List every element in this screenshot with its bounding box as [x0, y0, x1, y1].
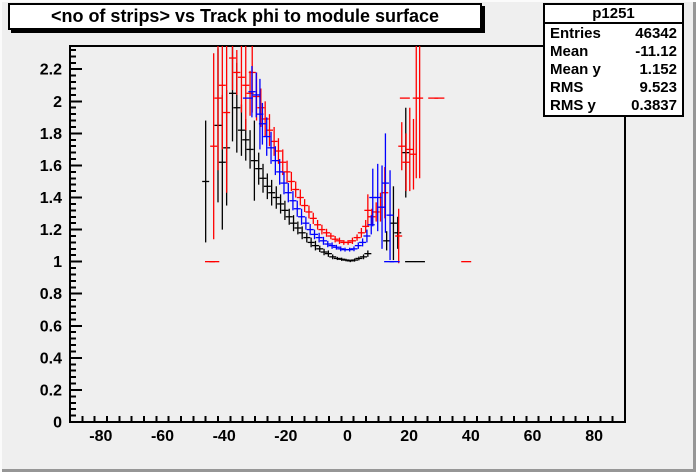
y-tick-label: 1.4: [40, 190, 62, 207]
y-tick-label: 0.6: [40, 318, 62, 335]
stat-value: 9.523: [639, 78, 677, 96]
stat-value: -11.12: [635, 43, 677, 61]
plot-frame: [69, 45, 626, 423]
stats-row-rms: RMS 9.523: [545, 79, 682, 96]
y-tick-label: 0: [53, 415, 62, 432]
stat-label: Mean y: [550, 60, 601, 78]
y-tick-label: 1: [53, 254, 62, 271]
x-tick-label: -20: [274, 428, 297, 445]
stats-title: p1251: [545, 5, 682, 24]
stats-row-mean: Mean -11.12: [545, 43, 682, 60]
x-tick-label: -60: [151, 428, 174, 445]
axis-tick-labels: -80 -60 -40 -20 0 20 40 60 80 0 0.2 0.4 0.6 0.8 1 1.2 1.…: [40, 62, 603, 445]
y-tick-label: 0.2: [40, 382, 62, 399]
x-tick-label: -80: [89, 428, 112, 445]
stats-box: p1251 Entries 46342 Mean -11.12 Mean y 1…: [543, 3, 684, 117]
y-tick-label: 1.2: [40, 222, 62, 239]
axis-ticks: [70, 49, 614, 422]
plot-title-box: <no of strips> vs Track phi to module su…: [8, 3, 482, 30]
stats-row-rms-y: RMS y 0.3837: [545, 97, 682, 114]
x-tick-label: 40: [462, 428, 480, 445]
x-tick-label: -40: [213, 428, 236, 445]
stat-label: RMS y: [550, 96, 596, 114]
x-tick-label: 0: [343, 428, 352, 445]
plot-title: <no of strips> vs Track phi to module su…: [50, 6, 440, 26]
y-tick-label: 1.6: [40, 158, 62, 175]
stats-row-mean-y: Mean y 1.152: [545, 61, 682, 78]
series-module-a-black: [202, 46, 425, 263]
y-tick-label: 2.2: [40, 62, 62, 79]
y-tick-label: 0.8: [40, 286, 62, 303]
stats-rows: Entries 46342 Mean -11.12 Mean y 1.152 R…: [545, 24, 682, 115]
y-tick-label: 0.4: [40, 350, 62, 367]
x-tick-label: 20: [400, 428, 418, 445]
stat-label: Entries: [550, 25, 601, 43]
series-module-c-blue: [242, 66, 400, 263]
stat-value: 46342: [635, 25, 677, 43]
stat-label: RMS: [550, 78, 584, 96]
y-tick-label: 2: [53, 94, 62, 111]
series-module-b-red: [204, 46, 472, 264]
y-tick-label: 1.8: [40, 126, 62, 143]
stat-label: Mean: [550, 43, 589, 61]
stat-value: 1.152: [639, 60, 677, 78]
stat-value: 0.3837: [631, 96, 677, 114]
x-tick-label: 60: [524, 428, 542, 445]
stats-row-entries: Entries 46342: [545, 25, 682, 42]
x-tick-label: 80: [585, 428, 603, 445]
